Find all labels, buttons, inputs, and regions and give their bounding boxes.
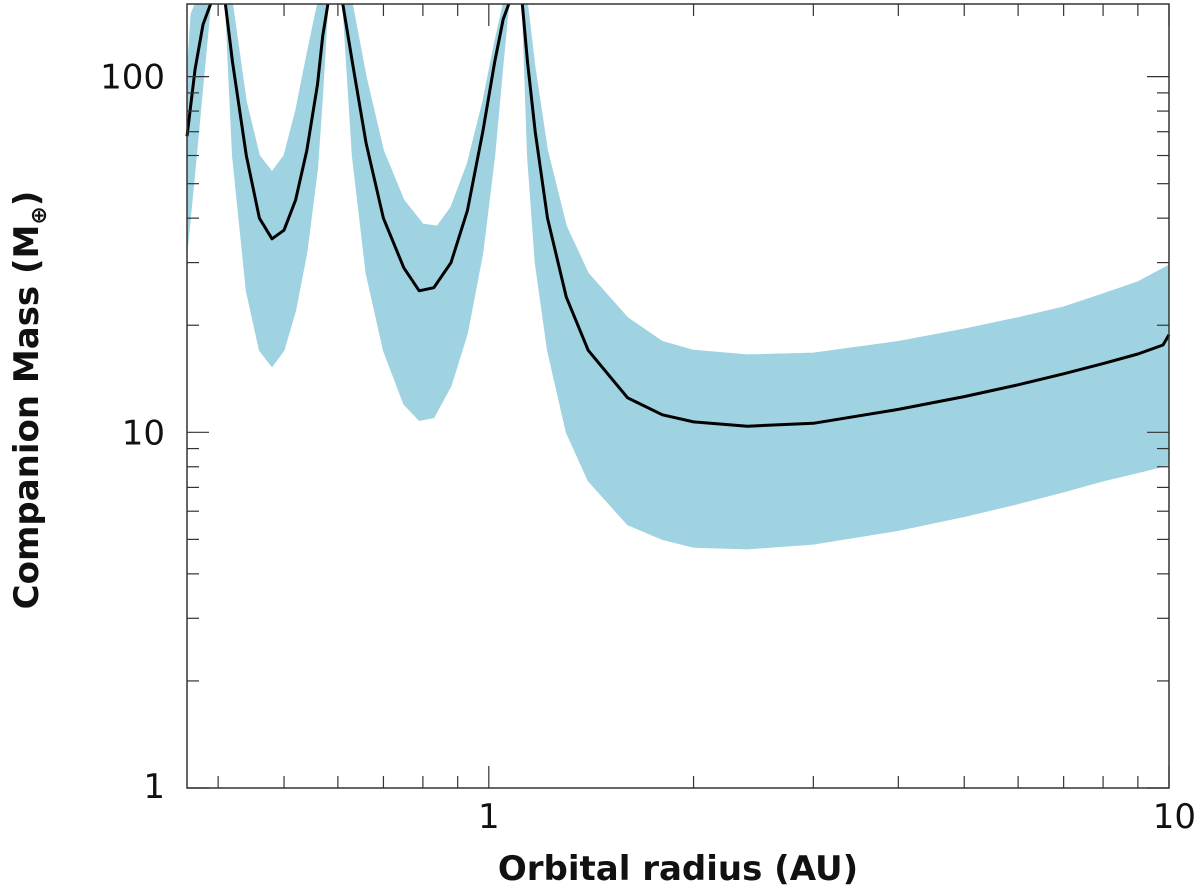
plot-frame xyxy=(186,3,1170,789)
band-segment-3 xyxy=(342,3,510,421)
band-segment-2 xyxy=(224,3,329,368)
confidence-band xyxy=(186,3,1170,550)
median-curve xyxy=(185,3,1171,428)
y-tick-label: 10 xyxy=(122,413,165,453)
band-segment-4 xyxy=(521,3,1170,550)
y-tick-label: 100 xyxy=(100,58,165,98)
median-curve-segment-3 xyxy=(341,3,511,293)
median-curve-segment-1 xyxy=(185,3,213,137)
median-curve-segment-4 xyxy=(520,3,1171,428)
y-tick-label: 1 xyxy=(143,767,165,807)
y-axis-title-main: Companion Mass (M xyxy=(7,225,47,610)
tick-labels: 1 10 1 10 100 xyxy=(100,58,1196,837)
y-axis-title-close: ) xyxy=(7,191,47,207)
y-axis-title-subscript: ⊕ xyxy=(27,206,52,224)
y-axis-title: Companion Mass (M⊕) xyxy=(7,191,52,610)
x-tick-label: 10 xyxy=(1153,797,1196,837)
x-tick-label: 1 xyxy=(478,797,500,837)
x-axis-title: Orbital radius (AU) xyxy=(498,849,858,889)
median-curve-segment-2 xyxy=(223,3,330,241)
